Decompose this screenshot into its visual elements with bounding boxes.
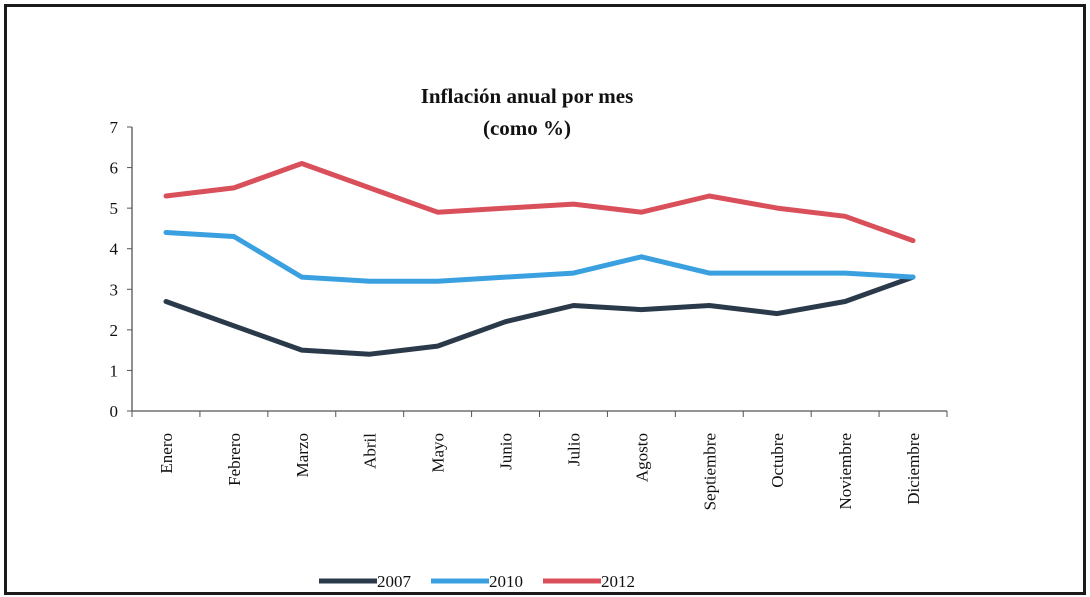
x-tick-label: Marzo [293, 433, 312, 477]
series-line-2012 [163, 161, 916, 244]
legend-label-2012: 2012 [601, 572, 635, 591]
y-tick-label: 4 [110, 240, 119, 259]
x-tick-label: Agosto [632, 433, 651, 482]
x-tick-label: Enero [157, 433, 176, 474]
x-tick-label: Mayo [429, 433, 448, 473]
chart-subtitle: (como %) [483, 116, 571, 140]
x-tick-label: Octubre [768, 433, 787, 488]
x-tick-label: Julio [564, 433, 583, 466]
y-tick-label: 6 [110, 159, 119, 178]
axes: 0 1 2 3 4 5 6 7 Enero Febrero Marzo Abril Mayo Junio J… [110, 118, 948, 510]
y-tick-label: 7 [110, 118, 119, 137]
y-tick-label: 0 [110, 402, 119, 421]
x-tick-label: Noviembre [836, 433, 855, 509]
x-tick-label: Junio [497, 433, 516, 470]
legend: 2007 2010 2012 [319, 572, 635, 591]
x-tick-label: Abril [361, 433, 380, 469]
y-tick-label: 1 [110, 361, 119, 380]
y-tick-label: 2 [110, 321, 119, 340]
legend-label-2010: 2010 [489, 572, 523, 591]
x-tick-label: Febrero [225, 433, 244, 486]
chart-title: Inflación anual por mes [421, 84, 634, 108]
chart-frame: Inflación anual por mes (como %) 0 1 2 3 4 5 6… [4, 4, 1086, 595]
y-tick-label: 3 [110, 280, 119, 299]
x-tick-label: Septiembre [700, 433, 719, 510]
series-line-2010 [163, 230, 916, 284]
line-chart: Inflación anual por mes (como %) 0 1 2 3 4 5 6… [110, 84, 948, 591]
series-lines [163, 161, 916, 357]
series-line-2007 [163, 274, 916, 357]
y-tick-label: 5 [110, 199, 119, 218]
x-tick-label: Diciembre [904, 433, 923, 505]
legend-label-2007: 2007 [377, 572, 412, 591]
